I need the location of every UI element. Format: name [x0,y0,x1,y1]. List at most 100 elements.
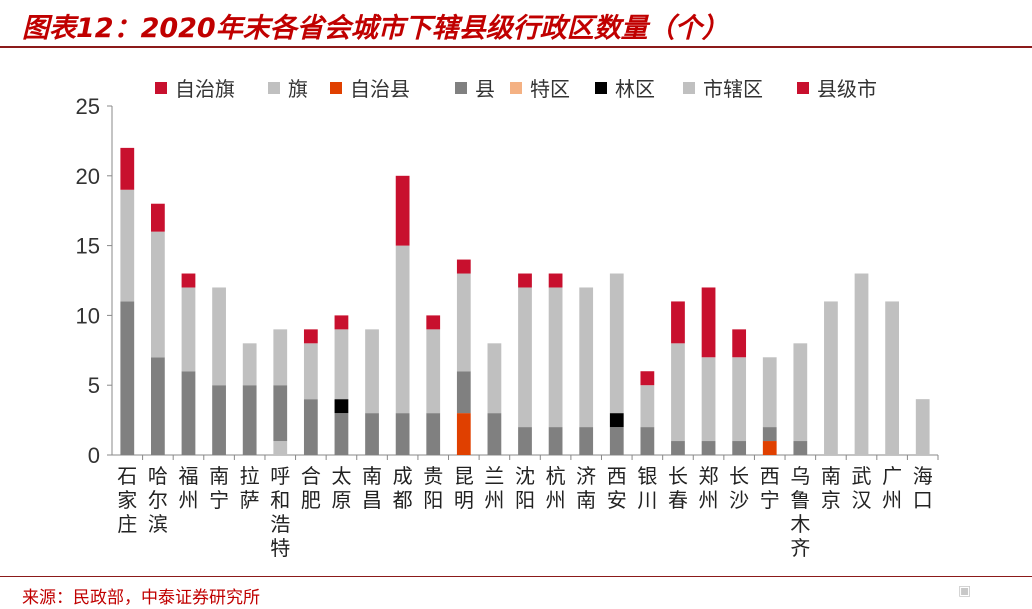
legend-swatch [330,82,342,94]
x-tick-label: 西 [607,464,627,488]
legend-swatch [510,82,522,94]
bar-segment-县级市 [518,273,532,288]
x-tick-label: 州 [546,488,566,512]
y-tick-label: 10 [76,303,100,328]
x-tick-label: 济 [576,464,596,488]
x-tick-label: 沈 [515,464,535,488]
bar-segment-县 [395,413,410,455]
legend-label: 自治县 [350,77,410,101]
bar-segment-自治县 [456,413,471,455]
bar-segment-市辖区 [334,329,349,400]
bar-segment-县 [120,301,135,455]
x-tick-label: 京 [821,488,841,512]
bar-segment-市辖区 [151,231,165,358]
legend-label: 特区 [530,77,570,101]
bar-segment-县 [548,427,563,455]
legend-label: 自治旗 [175,77,235,101]
source-note: 来源：民政部，中泰证券研究所 [22,588,260,608]
x-tick-label: 和 [270,488,290,512]
x-tick-label: 兰 [484,464,504,488]
legend-swatch [268,82,280,94]
x-tick-label: 贵 [423,464,443,488]
bar-segment-县 [242,385,257,455]
bar-segment-县 [487,413,502,455]
bar-segment-市辖区 [548,287,563,428]
bar-segment-县 [640,427,655,455]
x-tick-label: 郑 [699,464,719,488]
bar-segment-县级市 [395,175,410,246]
bar-segment-市辖区 [915,399,930,455]
x-tick-label: 明 [454,488,474,512]
x-tick-label: 南 [821,464,841,488]
bar-segment-旗 [273,441,288,455]
bar-segment-县级市 [456,259,471,274]
x-tick-label: 宁 [760,488,780,512]
bar-segment-自治县 [762,441,777,455]
legend-swatch [683,82,695,94]
bar-segment-市辖区 [242,343,257,386]
bar-segment-县级市 [181,273,196,288]
bar-segment-县级市 [548,273,563,288]
bar-segment-市辖区 [303,343,318,400]
bar-segment-县级市 [640,371,655,386]
bar-segment-县级市 [426,315,441,330]
legend-label: 林区 [615,77,655,101]
bar-segment-县 [151,357,165,455]
bar-segment-县 [762,427,777,442]
x-tick-label: 武 [852,464,872,488]
x-tick-label: 宁 [209,488,229,512]
x-tick-label: 春 [668,488,688,512]
bar-segment-市辖区 [395,245,410,414]
legend-swatch [797,82,809,94]
bar-segment-市辖区 [456,273,471,372]
x-tick-label: 乌 [790,464,810,488]
legend-swatch [155,82,167,94]
x-tick-label: 庄 [117,512,137,536]
bar-segment-县级市 [151,203,165,232]
bar-segment-市辖区 [671,343,685,442]
bar-segment-市辖区 [120,189,135,302]
bar-segment-市辖区 [212,287,226,386]
bar-segment-县级市 [120,147,135,190]
x-tick-label: 口 [913,488,933,512]
bar-segment-县 [609,427,624,455]
legend-label: 县 [475,77,495,101]
x-tick-label: 拉 [240,464,260,488]
x-tick-label: 呼 [270,464,290,488]
bar-segment-县级市 [701,287,716,358]
bar-segment-县 [273,385,288,442]
bar-segment-县 [365,413,379,455]
y-tick-label: 20 [76,164,100,189]
x-tick-label: 齐 [790,536,810,560]
legend-label: 市辖区 [703,77,763,101]
x-tick-label: 安 [607,488,627,512]
bar-segment-市辖区 [824,301,838,455]
x-tick-label: 石 [117,464,137,488]
x-tick-label: 原 [331,488,351,512]
x-tick-label: 川 [637,488,657,512]
bar-segment-县级市 [303,329,318,344]
x-tick-label: 州 [484,488,504,512]
bar-segment-县级市 [334,315,349,330]
bar-segment-县级市 [732,329,747,358]
title-divider [0,46,1032,48]
x-tick-label: 银 [637,464,657,488]
bar-segment-县 [701,441,716,455]
bar-segment-市辖区 [426,329,441,414]
bar-segment-市辖区 [579,287,594,428]
bar-segment-市辖区 [701,357,716,442]
x-tick-label: 阳 [515,488,535,512]
x-tick-label: 家 [117,488,137,512]
bar-segment-市辖区 [854,273,869,455]
x-tick-label: 合 [301,464,321,488]
x-tick-label: 都 [393,488,413,512]
bar-segment-市辖区 [487,343,502,414]
bar-segment-市辖区 [518,287,532,428]
x-tick-label: 昌 [362,488,382,512]
bar-segment-市辖区 [181,287,196,372]
bar-segment-市辖区 [762,357,777,428]
x-tick-label: 特 [270,536,290,560]
legend-swatch [455,82,467,94]
bar-segment-县级市 [671,301,685,344]
